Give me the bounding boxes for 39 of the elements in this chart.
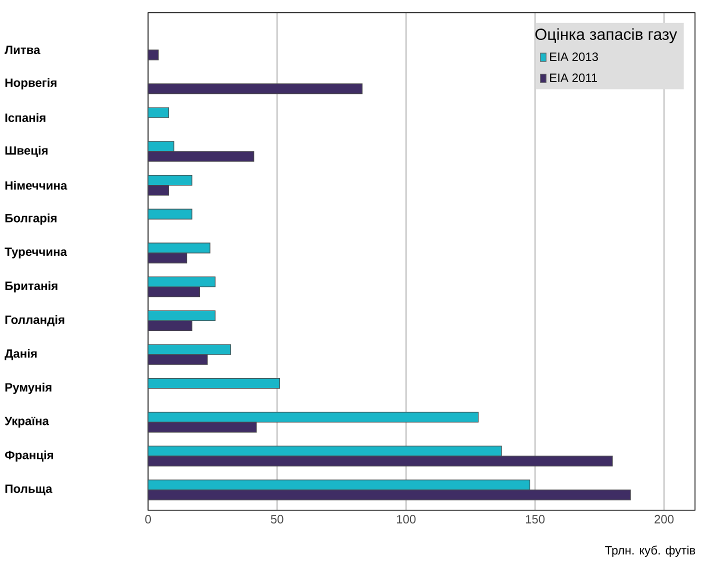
y-tick-label: Польща [5,484,52,496]
y-tick-label: Швеція [5,146,48,157]
bar [148,83,363,94]
y-tick-label: Україна [4,416,50,428]
bar [148,378,280,389]
legend-title: Оцінка запасів газу [535,28,678,44]
y-tick-label: Данія [4,348,37,360]
bar [148,184,170,196]
y-tick-label: Норвегія [5,78,56,90]
x-tick-label: 0 [145,514,151,524]
y-tick-label: Голландія [5,315,64,326]
y-tick-label: Франція [5,450,54,462]
y-tick-label: Британія [5,281,58,292]
bar [148,456,613,466]
legend-label: EIA 2013 [550,52,598,61]
y-tick-label: Німеччина [5,180,68,190]
x-axis-title: Трлн. куб. футів [605,545,696,557]
bar [148,276,216,288]
legend-label: EIA 2011 [550,73,598,82]
x-tick-label: 150 [526,514,545,524]
y-tick-label: Болгарія [5,213,56,225]
y-tick-label: Іспанія [5,113,46,122]
x-tick-label: 100 [396,514,416,524]
y-tick-label: Туреччина [4,247,68,258]
x-tick-label: 200 [654,514,674,524]
bar [148,208,192,220]
bar [148,107,170,118]
bar [148,446,502,456]
bar [148,489,631,500]
bar [148,286,200,298]
y-tick-label: Литва [4,46,40,54]
bar [148,412,479,422]
y-tick-label: Румунія [5,382,52,394]
x-tick-label: 50 [270,514,284,524]
bar [148,422,257,432]
bar [148,479,530,490]
bar [148,320,192,331]
bar [148,174,192,186]
bar [148,310,216,321]
